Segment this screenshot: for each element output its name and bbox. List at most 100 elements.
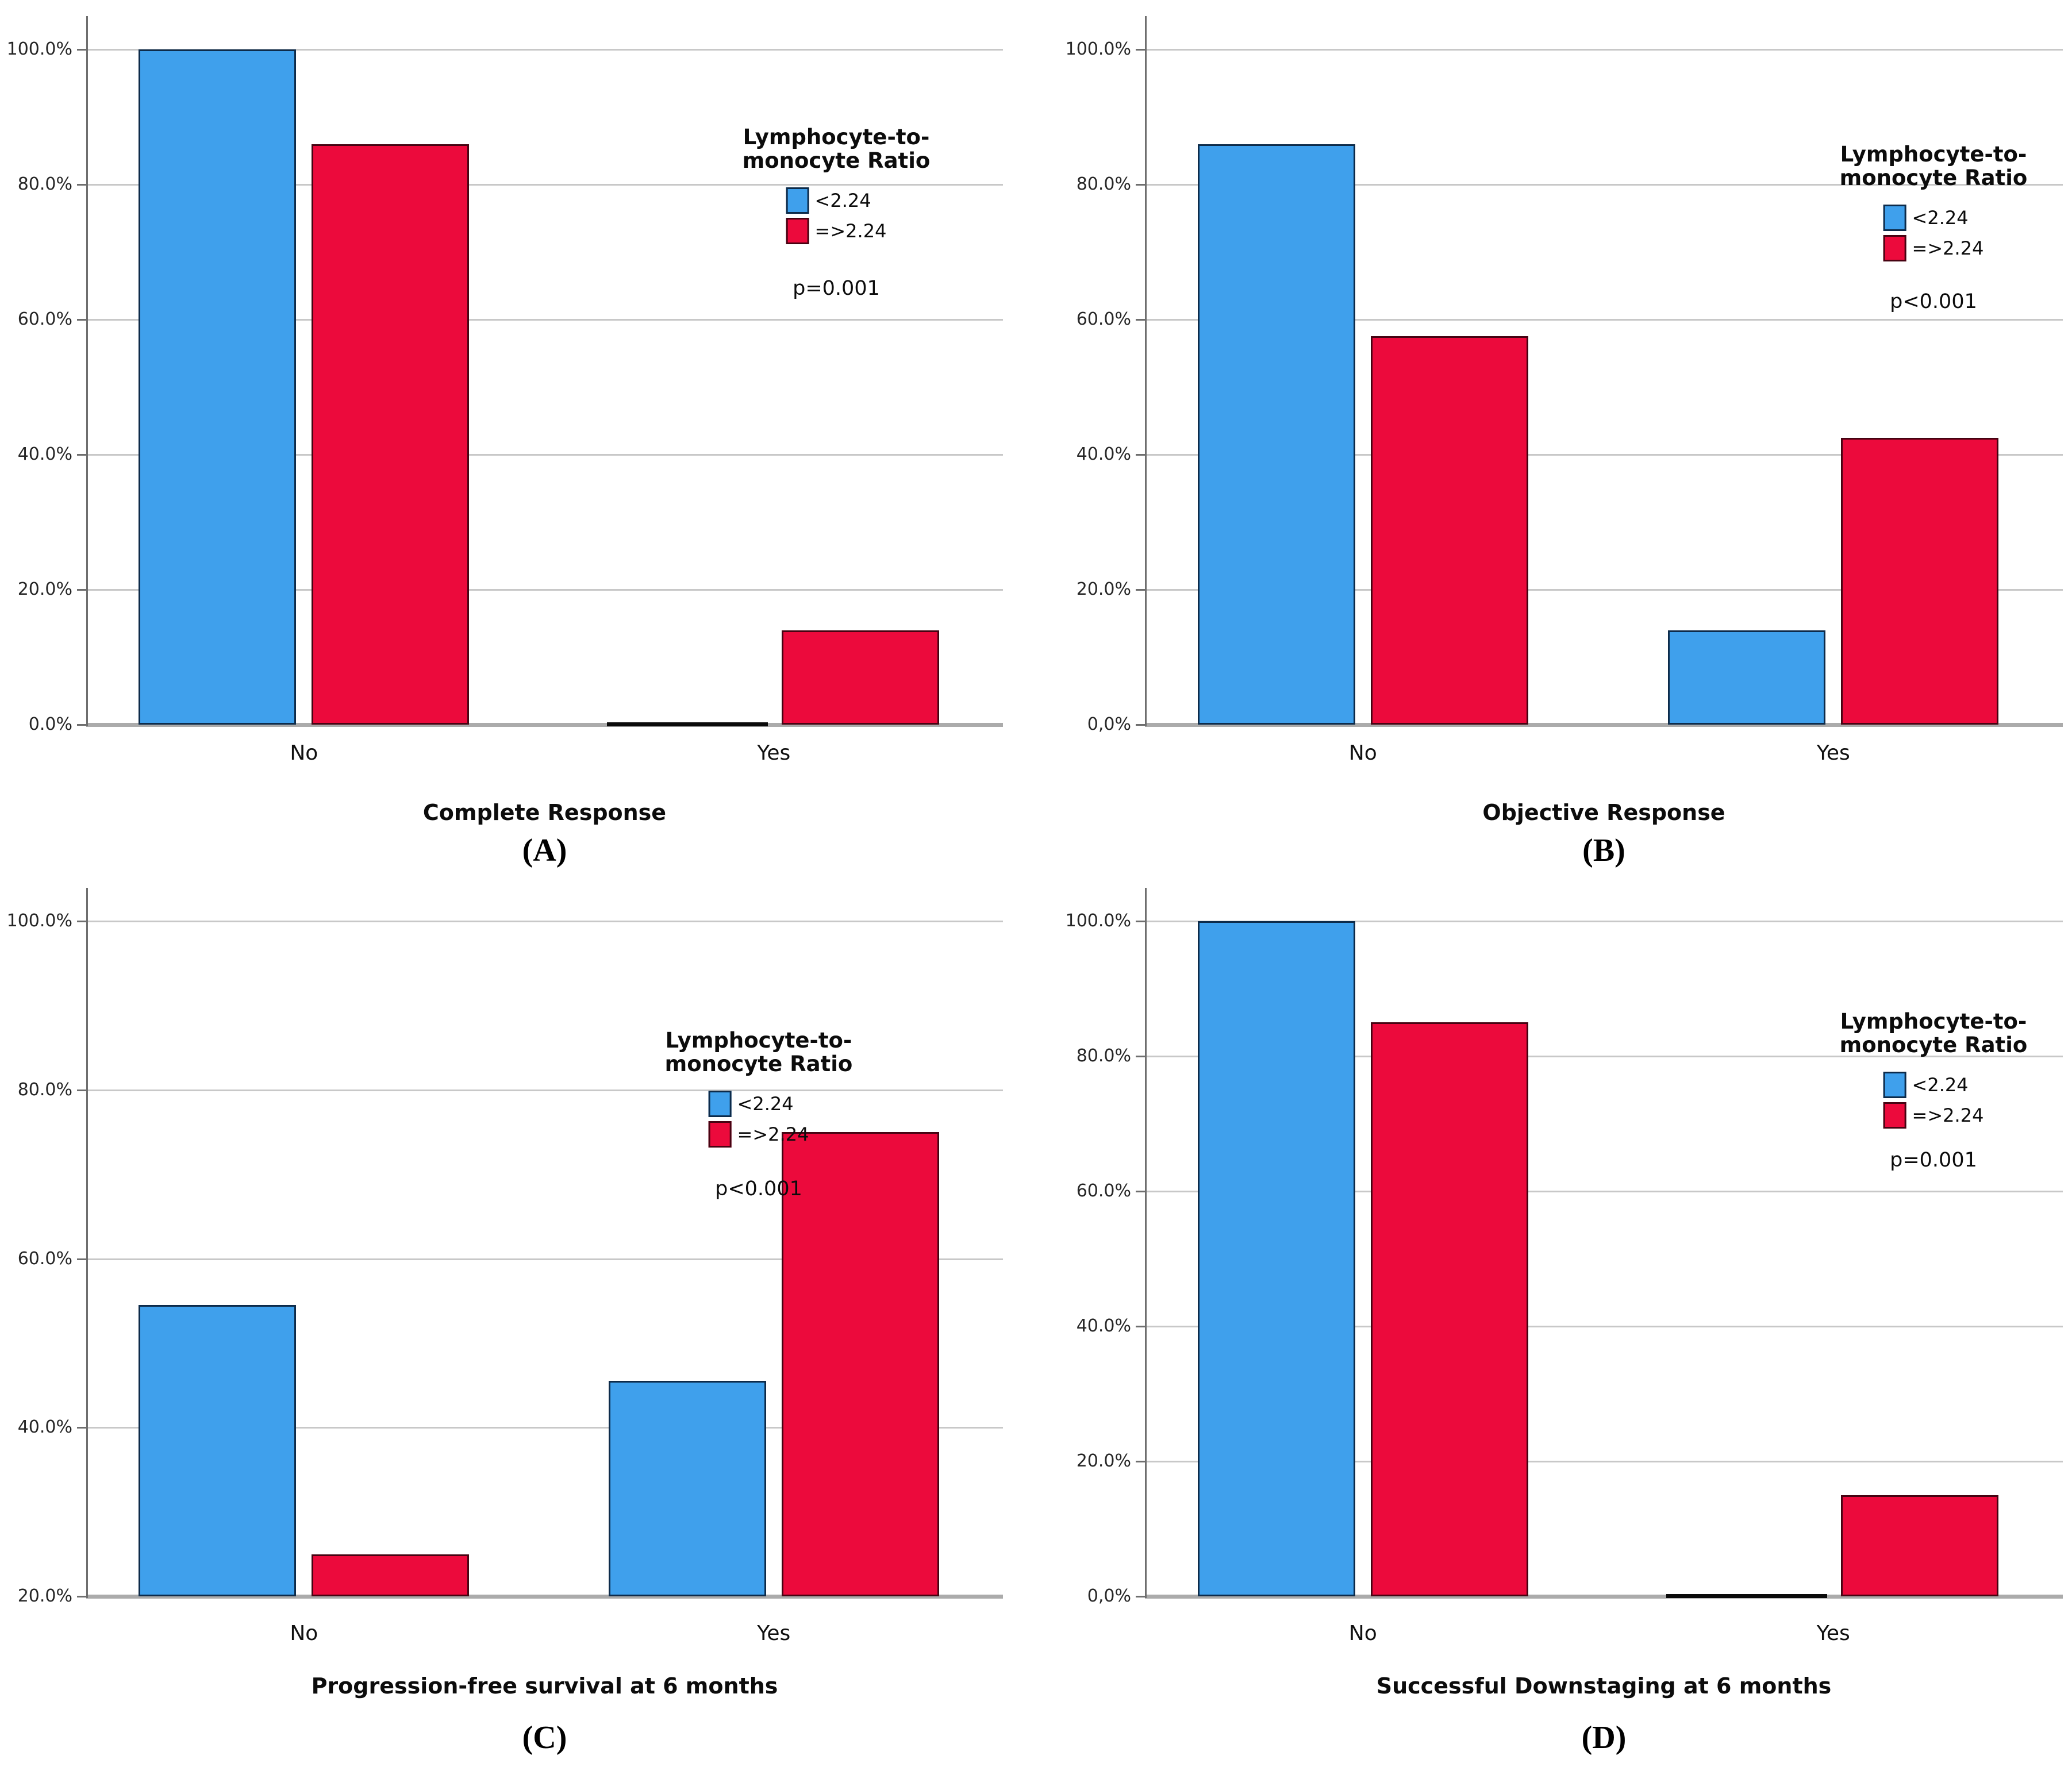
legend-swatch-red [1883,1102,1906,1129]
bar-red-yes [1841,1495,1999,1596]
legend-item: <2.24 [1883,204,1984,231]
y-tick-label: 0,0% [1087,714,1131,734]
gridline [86,184,1003,186]
y-axis-line [86,16,88,726]
legend-swatch-red [708,1121,732,1148]
x-axis-title: Objective Response [1482,800,1725,825]
bar-blue-yes-zero [606,722,768,726]
panel-letter: (B) [1582,833,1625,868]
panel-letter: (C) [522,1720,567,1756]
y-tick-mark [77,1089,86,1091]
legend-title-line: monocyte Ratio [664,1052,853,1077]
gridline [86,1258,1003,1260]
y-tick-label: 100.0% [6,911,72,931]
legend-swatch-blue [708,1090,732,1117]
y-tick-label: 80.0% [17,174,72,194]
legend: Lymphocyte-to-monocyte Ratio <2.24 =>2.24 [1839,143,2028,264]
panel-d: 0,0% 20.0% 40.0% 60.0% 80.0% 100.0% No Yes Lymph… [1036,883,2072,1767]
x-axis-baseline [86,1595,1003,1599]
legend-swatch-red [1883,234,1906,261]
chart-successful-downstaging: 0,0% 20.0% 40.0% 60.0% 80.0% 100.0% No Yes Lymph… [1036,883,2072,1767]
y-tick-label: 40.0% [1076,1316,1131,1336]
y-tick-label: 20.0% [1076,1451,1131,1471]
gridline [1145,1056,2063,1057]
legend-item-label: =>2.24 [1912,1104,1984,1126]
bar-red-no [312,1554,470,1596]
y-tick-mark [77,454,86,456]
p-value-label: p<0.001 [1890,290,1977,313]
panel-letter: (A) [522,833,567,868]
y-tick-label: 60.0% [17,309,72,329]
legend-item-label: =>2.24 [737,1123,809,1145]
gridline [1145,1326,2063,1327]
bar-blue-no [139,1305,297,1596]
legend-title-line: Lymphocyte-to- [665,1028,852,1053]
legend-item: =>2.24 [786,217,887,244]
legend-item-label: <2.24 [737,1092,794,1115]
category-label-yes: Yes [757,1622,791,1645]
x-axis-title: Progression-free survival at 6 months [311,1673,778,1699]
bar-blue-no [1197,921,1355,1596]
y-tick-label: 20.0% [1076,579,1131,599]
legend-item: <2.24 [1883,1071,1984,1098]
bar-blue-no [139,49,297,725]
y-axis-line [86,888,88,1598]
legend-item: <2.24 [786,187,887,214]
y-axis-line [1145,888,1147,1598]
bar-red-no [1370,1022,1528,1596]
legend-item-label: <2.24 [1912,1073,1969,1096]
legend-item: =>2.24 [708,1121,809,1148]
y-tick-mark [1136,1326,1145,1327]
y-tick-label: 40.0% [1076,444,1131,464]
bar-red-no [1370,336,1528,725]
y-tick-label: 40.0% [17,444,72,464]
x-axis-baseline [1145,723,2063,727]
legend-item-label: <2.24 [1912,206,1969,229]
gridline [1145,454,2063,456]
y-tick-mark [77,1258,86,1260]
y-tick-label: 100.0% [1065,911,1131,931]
category-label-no: No [1348,741,1377,765]
category-label-no: No [1348,1622,1377,1645]
gridline [1145,184,2063,186]
gridline [86,1089,1003,1091]
legend-items: <2.24 =>2.24 [786,183,887,244]
y-tick-mark [1136,589,1145,591]
y-tick-label: 80.0% [1076,174,1131,194]
y-tick-mark [77,1596,86,1597]
y-tick-label: 20.0% [17,579,72,599]
bar-blue-no [1197,144,1355,725]
y-tick-mark [77,49,86,51]
legend-item-label: =>2.24 [814,220,887,242]
p-value-label: p=0.001 [1890,1149,1977,1172]
legend-title: Lymphocyte-to-monocyte Ratio [743,125,931,173]
legend-item: =>2.24 [1883,1102,1984,1129]
bar-red-yes [781,1132,939,1596]
bar-red-no [312,144,470,725]
legend-swatch-blue [1883,204,1906,231]
p-value-label: p<0.001 [715,1177,802,1200]
y-axis-line [1145,16,1147,726]
gridline [1145,49,2063,51]
category-label-no: No [290,741,318,765]
legend-title-line: monocyte Ratio [742,148,931,174]
category-label-yes: Yes [757,741,791,765]
y-tick-label: 40.0% [17,1417,72,1438]
legend-item: <2.24 [708,1090,809,1117]
legend-swatch-blue [786,187,809,214]
legend-item-label: =>2.24 [1912,237,1984,259]
y-tick-mark [77,319,86,321]
legend-items: <2.24 =>2.24 [1883,201,1984,261]
y-tick-mark [77,589,86,591]
legend: Lymphocyte-to-monocyte Ratio <2.24 =>2.24 [1840,1010,2027,1131]
gridline [86,921,1003,922]
gridline [1145,1191,2063,1192]
x-axis-baseline [86,723,1003,727]
legend-swatch-blue [1883,1071,1906,1098]
legend-title-line: monocyte Ratio [1839,165,2028,191]
y-tick-label: 0,0% [1087,1586,1131,1606]
x-axis-title: Successful Downstaging at 6 months [1376,1673,1832,1699]
legend-items: <2.24 =>2.24 [708,1087,809,1148]
legend-title: Lymphocyte-to-monocyte Ratio [665,1029,853,1076]
